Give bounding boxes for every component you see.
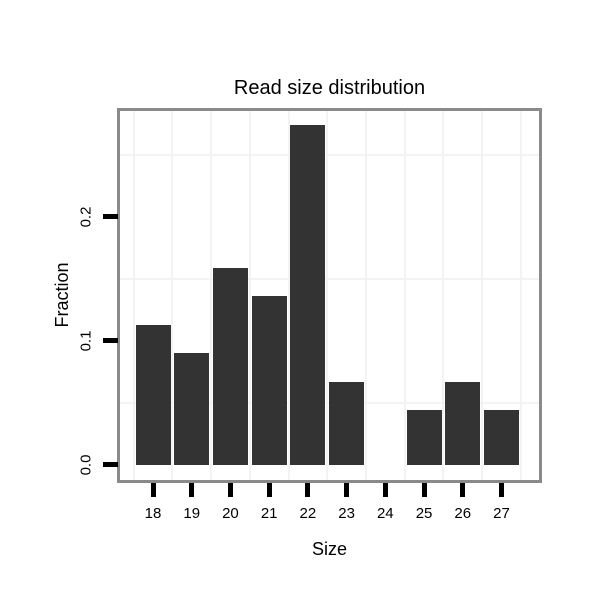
bar-18: [135, 324, 171, 465]
bar-27: [483, 409, 519, 465]
bar-20: [212, 267, 248, 465]
y-tick-label: 0.0: [77, 454, 95, 475]
minor-gridline-vertical: [364, 111, 367, 480]
minor-gridline-vertical: [248, 111, 251, 480]
x-tick-label: 23: [338, 505, 355, 522]
x-tick-mark: [189, 483, 195, 497]
minor-gridline-horizontal: [120, 277, 539, 280]
y-tick-label: 0.2: [77, 206, 95, 227]
x-tick-label: 24: [376, 505, 394, 522]
y-tick-mark: [103, 338, 118, 343]
x-tick-mark: [498, 483, 504, 497]
x-tick-label: 21: [260, 505, 278, 522]
x-tick-label: 27: [493, 505, 510, 522]
bar-25: [406, 409, 442, 465]
x-tick-label: 20: [222, 505, 239, 522]
y-tick-mark: [103, 214, 118, 219]
bar-23: [329, 381, 365, 465]
minor-gridline-vertical: [442, 111, 445, 480]
x-tick-mark: [266, 483, 272, 497]
chart-title: Read size distribution: [233, 77, 426, 99]
minor-gridline-vertical: [132, 111, 135, 480]
x-tick-mark: [382, 483, 388, 497]
y-tick-mark: [103, 462, 118, 467]
x-tick-label: 25: [415, 505, 433, 522]
minor-gridline-vertical: [403, 111, 406, 480]
minor-gridline-vertical: [210, 111, 213, 480]
minor-gridline-vertical: [171, 111, 174, 480]
minor-gridline-horizontal: [120, 153, 539, 156]
minor-gridline-vertical: [519, 111, 522, 480]
x-tick-mark: [344, 483, 350, 497]
x-tick-label: 18: [144, 505, 162, 522]
x-tick-label: 26: [454, 505, 472, 522]
bar-22: [290, 124, 326, 465]
plot-panel: [117, 108, 542, 483]
minor-gridline-vertical: [287, 111, 290, 480]
minor-gridline-vertical: [481, 111, 484, 480]
x-tick-mark: [421, 483, 427, 497]
bar-26: [445, 381, 481, 465]
minor-gridline-vertical: [326, 111, 329, 480]
x-tick-mark: [305, 483, 311, 497]
x-tick-mark: [150, 483, 156, 497]
bar-19: [174, 352, 210, 465]
bar-21: [251, 295, 287, 465]
x-tick-label: 22: [299, 505, 317, 522]
x-tick-mark: [227, 483, 233, 497]
y-tick-label: 0.1: [77, 330, 95, 351]
x-tick-label: 19: [183, 505, 201, 522]
x-tick-mark: [460, 483, 466, 497]
x-axis-label: Size: [311, 539, 347, 559]
y-axis-label: Fraction: [52, 262, 72, 328]
